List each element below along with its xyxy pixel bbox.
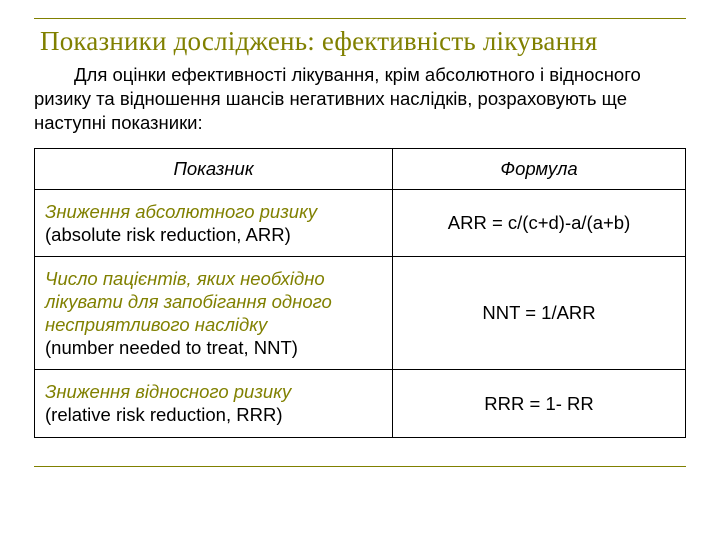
title-top-rule xyxy=(34,18,686,19)
intro-paragraph: Для оцінки ефективності лікування, крім … xyxy=(34,63,686,134)
term-en: (absolute risk reduction, ARR) xyxy=(45,224,291,245)
cell-index: Число пацієнтів, яких необхідно лікувати… xyxy=(35,256,393,370)
cell-formula: NNT = 1/ARR xyxy=(393,256,686,370)
col-header-formula: Формула xyxy=(393,149,686,189)
col-header-index: Показник xyxy=(35,149,393,189)
table-row: Зниження відносного ризику (relative ris… xyxy=(35,370,686,437)
term-en: (relative risk reduction, RRR) xyxy=(45,404,282,425)
table-row: Число пацієнтів, яких необхідно лікувати… xyxy=(35,256,686,370)
table-row: Зниження абсолютного ризику (absolute ri… xyxy=(35,189,686,256)
term-ua: Число пацієнтів, яких необхідно лікувати… xyxy=(45,268,332,335)
cell-formula: ARR = c/(c+d)-a/(a+b) xyxy=(393,189,686,256)
table-header-row: Показник Формула xyxy=(35,149,686,189)
term-ua: Зниження відносного ризику xyxy=(45,381,291,402)
term-en: (number needed to treat, NNT) xyxy=(45,337,298,358)
indicators-table: Показник Формула Зниження абсолютного ри… xyxy=(34,148,686,437)
cell-formula: RRR = 1- RR xyxy=(393,370,686,437)
term-ua: Зниження абсолютного ризику xyxy=(45,201,317,222)
slide: Показники досліджень: ефективність лікув… xyxy=(0,0,720,540)
footer-rule xyxy=(34,466,686,467)
cell-index: Зниження відносного ризику (relative ris… xyxy=(35,370,393,437)
page-title: Показники досліджень: ефективність лікув… xyxy=(40,25,686,57)
cell-index: Зниження абсолютного ризику (absolute ri… xyxy=(35,189,393,256)
